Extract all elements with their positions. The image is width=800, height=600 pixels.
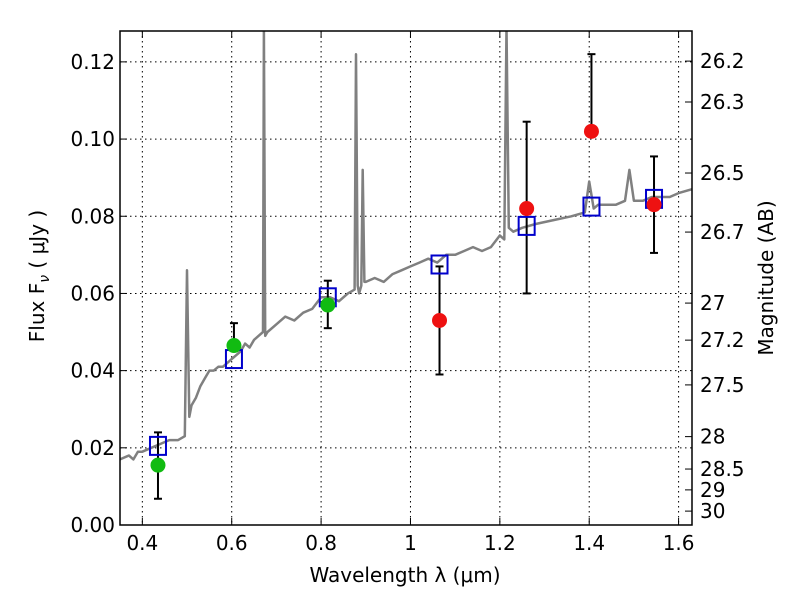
x-axis-label: Wavelength λ (μm) xyxy=(309,563,500,587)
x-tick-label: 0.8 xyxy=(305,531,337,555)
observed-point xyxy=(583,123,599,139)
y-tick-label: 0.00 xyxy=(70,513,115,537)
model-photometry-square xyxy=(582,196,601,217)
mag-tick-label: 27.5 xyxy=(700,373,745,397)
x-tick-label: 0.4 xyxy=(126,531,158,555)
error-bars xyxy=(153,53,659,500)
mag-tick-label: 28 xyxy=(700,425,725,449)
observed-point xyxy=(150,457,166,473)
y-tick-label: 0.10 xyxy=(70,127,115,151)
axis-ticks: 0.4 0.6 0.8 1 1.2 1.4 1.6 0.00 0.02 0.04 0.06 0.08 0… xyxy=(70,31,745,555)
model-spectrum-line xyxy=(120,31,692,461)
mag-tick-label: 29 xyxy=(700,478,725,502)
observed-point xyxy=(320,297,336,313)
observed-point xyxy=(519,201,535,217)
x-tick-label: 0.6 xyxy=(216,531,248,555)
model-photometry-square xyxy=(148,435,167,456)
mag-tick-label: 26.7 xyxy=(700,220,745,244)
y-tick-label: 0.12 xyxy=(70,50,115,74)
plot-frame xyxy=(119,30,693,526)
y-tick-label: 0.06 xyxy=(70,281,115,305)
y2-axis-label: Magnitude (AB) xyxy=(754,200,778,355)
y-axis-label: Flux Fν ( μJy ) xyxy=(25,210,53,342)
observed-point xyxy=(226,338,242,354)
y-tick-label: 0.02 xyxy=(70,436,115,460)
mag-tick-label: 30 xyxy=(700,499,725,523)
model-photometry-points xyxy=(148,188,664,456)
grid-lines xyxy=(120,31,692,525)
observed-points xyxy=(150,123,662,473)
model-spectrum-layer xyxy=(120,31,692,461)
mag-tick-label: 26.5 xyxy=(700,161,745,185)
mag-tick-label: 26.2 xyxy=(700,49,745,73)
x-tick-label: 1.6 xyxy=(663,531,695,555)
y-tick-label: 0.08 xyxy=(70,204,115,228)
observed-point xyxy=(646,197,662,213)
observed-point xyxy=(432,312,448,328)
x-tick-label: 1.4 xyxy=(573,531,605,555)
model-photometry-square xyxy=(517,215,536,236)
x-tick-label: 1 xyxy=(404,531,417,555)
mag-tick-label: 27 xyxy=(700,291,725,315)
model-photometry-square xyxy=(430,254,449,275)
mag-tick-label: 28.5 xyxy=(700,457,745,481)
mag-tick-label: 27.2 xyxy=(700,328,745,352)
mag-tick-label: 26.3 xyxy=(700,90,745,114)
x-tick-label: 1.2 xyxy=(484,531,516,555)
y-tick-label: 0.04 xyxy=(70,359,115,383)
